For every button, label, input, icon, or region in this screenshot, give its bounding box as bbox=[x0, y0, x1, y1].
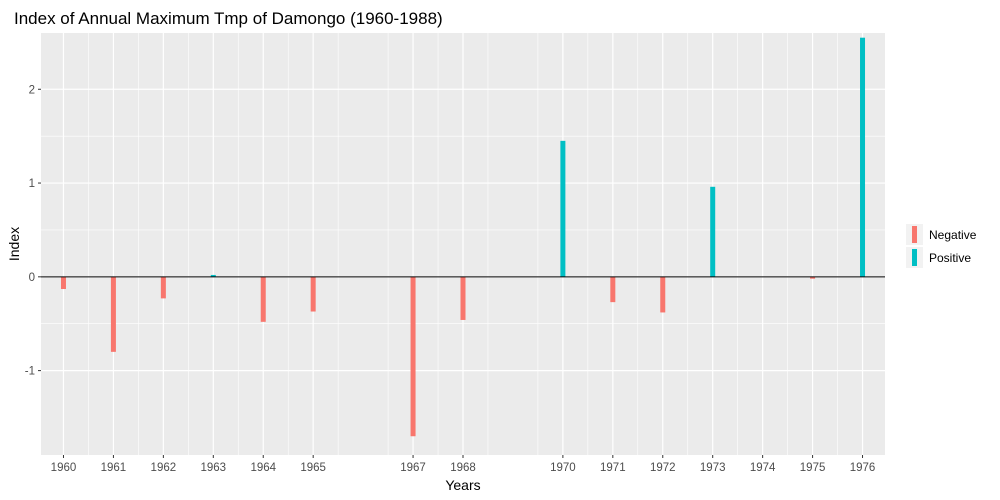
legend-key-positive bbox=[912, 249, 917, 266]
chart-title: Index of Annual Maximum Tmp of Damongo (… bbox=[14, 9, 443, 28]
major-gridlines bbox=[41, 33, 885, 455]
bar-1962 bbox=[160, 276, 166, 299]
x-tick-label: 1971 bbox=[600, 462, 626, 474]
bar-1971 bbox=[610, 276, 616, 303]
x-axis-title: Years bbox=[445, 477, 480, 493]
y-tick-label: -1 bbox=[25, 366, 35, 378]
x-tick-label: 1972 bbox=[650, 462, 676, 474]
legend-key-negative bbox=[912, 226, 917, 243]
bar-1961 bbox=[110, 276, 116, 352]
x-tick-label: 1967 bbox=[400, 462, 426, 474]
x-tick-label: 1965 bbox=[300, 462, 326, 474]
x-tick-label: 1970 bbox=[550, 462, 576, 474]
x-tick-label: 1973 bbox=[700, 462, 726, 474]
bar-1967 bbox=[410, 276, 416, 437]
x-axis: 1960 1961 1962 1963 1964 1965 1967 1968 1970 1971… bbox=[51, 455, 876, 474]
x-tick-label: 1964 bbox=[250, 462, 276, 474]
bar-1968 bbox=[460, 276, 466, 320]
bar-1963 bbox=[210, 274, 216, 277]
x-tick-label: 1976 bbox=[850, 462, 876, 474]
y-tick-label: 2 bbox=[29, 84, 35, 96]
x-tick-label: 1968 bbox=[450, 462, 476, 474]
x-tick-label: 1974 bbox=[750, 462, 776, 474]
bar-1964 bbox=[260, 276, 266, 322]
x-tick-label: 1975 bbox=[800, 462, 826, 474]
x-tick-label: 1962 bbox=[151, 462, 177, 474]
bar-1976 bbox=[860, 37, 866, 277]
bars bbox=[60, 37, 866, 437]
bar-1960 bbox=[60, 276, 66, 290]
legend-label-negative: Negative bbox=[929, 228, 977, 242]
legend: Negative Positive bbox=[906, 224, 977, 268]
y-axis-title: Index bbox=[6, 227, 22, 261]
bar-1973 bbox=[710, 186, 716, 277]
x-tick-label: 1963 bbox=[200, 462, 226, 474]
bar-1965 bbox=[310, 276, 316, 312]
x-tick-label: 1961 bbox=[101, 462, 127, 474]
y-tick-label: 0 bbox=[29, 272, 35, 284]
bar-1972 bbox=[660, 276, 666, 313]
legend-label-positive: Positive bbox=[929, 251, 971, 265]
y-tick-label: 1 bbox=[29, 178, 35, 190]
bar-1975 bbox=[810, 276, 816, 279]
y-axis: -1 0 1 2 bbox=[25, 84, 41, 378]
bar-1970 bbox=[560, 140, 566, 277]
x-tick-label: 1960 bbox=[51, 462, 77, 474]
